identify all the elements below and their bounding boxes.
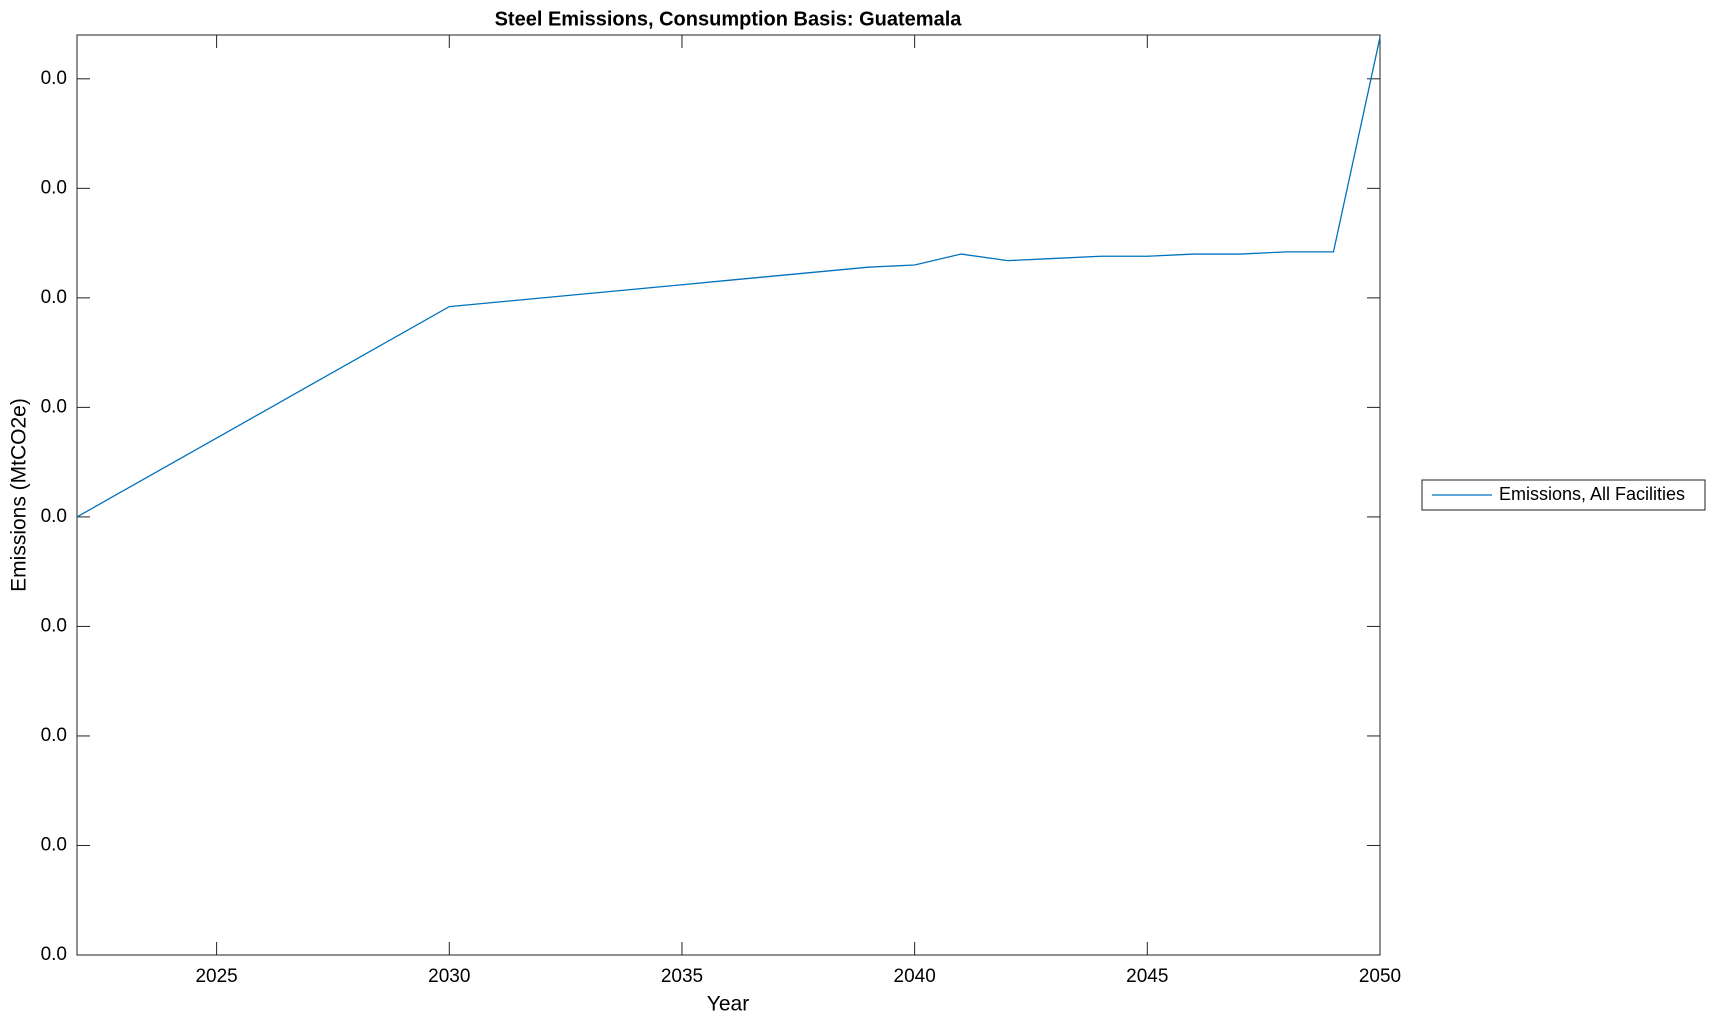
y-tick-label: 0.0 [41, 396, 67, 417]
legend-box [1421, 479, 1706, 511]
x-tick-label: 2025 [195, 966, 237, 987]
x-tick-label: 2040 [894, 966, 936, 987]
y-tick-label: 0.0 [41, 834, 67, 855]
y-tick-label: 0.0 [41, 177, 67, 198]
y-tick-label: 0.0 [41, 506, 67, 527]
y-tick-label: 0.0 [41, 615, 67, 636]
chart-title: Steel Emissions, Consumption Basis: Guat… [495, 8, 963, 30]
y-tick-label: 0.0 [41, 68, 67, 89]
legend-label: Emissions, All Facilities [1499, 484, 1685, 504]
x-axis-label: Year [707, 993, 749, 1016]
plot-frame [76, 34, 1381, 956]
y-tick-label: 0.0 [41, 944, 67, 965]
line-series [76, 37, 1381, 518]
y-tick-label: 0.0 [41, 725, 67, 746]
x-tick-label: 2050 [1359, 966, 1401, 987]
y-axis-label: Emissions (MtCO2e) [8, 398, 31, 592]
x-tick-label: 2045 [1126, 966, 1168, 987]
x-tick-label: 2030 [428, 966, 470, 987]
x-tick-label: 2035 [661, 966, 703, 987]
y-tick-label: 0.0 [41, 287, 67, 308]
